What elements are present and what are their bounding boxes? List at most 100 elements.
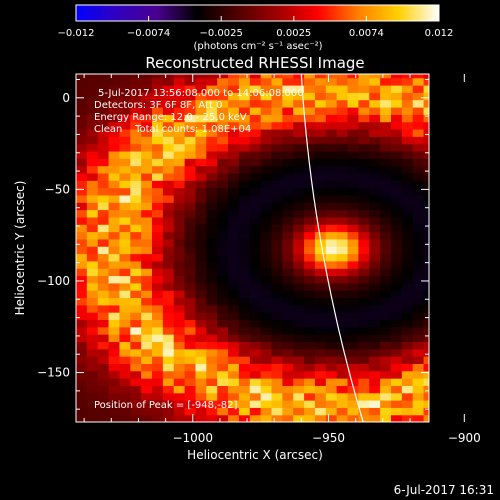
- heatmap-cell: [412, 74, 425, 79]
- heatmap-cell: [206, 114, 218, 123]
- heatmap-cell: [249, 319, 262, 328]
- heatmap-cell: [130, 158, 142, 167]
- heatmap-cell: [401, 158, 414, 167]
- heatmap-cell: [152, 253, 164, 262]
- heatmap-cell: [195, 348, 207, 357]
- heatmap-cell: [152, 268, 164, 277]
- heatmap-cell: [86, 268, 99, 277]
- heatmap-cell: [173, 392, 186, 401]
- heatmap-cell: [401, 150, 414, 159]
- heatmap-cell: [152, 385, 164, 394]
- heatmap-cell: [108, 246, 121, 255]
- heatmap-cell: [304, 319, 316, 328]
- heatmap-cell: [369, 326, 381, 335]
- heatmap-cell: [304, 363, 316, 372]
- heatmap-cell: [195, 378, 207, 386]
- heatmap-cell: [152, 356, 164, 364]
- heatmap-cell: [173, 128, 186, 137]
- heatmap-cell: [314, 312, 327, 321]
- heatmap-cell: [347, 158, 359, 167]
- heatmap-cell: [369, 84, 381, 93]
- heatmap-cell: [369, 128, 381, 137]
- heatmap-cell: [358, 136, 370, 145]
- heatmap-cell: [304, 114, 316, 123]
- heatmap-cell: [423, 121, 429, 130]
- heatmap-cell: [390, 74, 403, 79]
- heatmap-cell: [390, 202, 403, 211]
- heatmap-cell: [249, 165, 262, 174]
- heatmap-cell: [423, 136, 429, 145]
- heatmap-cell: [162, 150, 175, 159]
- heatmap-cell: [293, 275, 305, 284]
- heatmap-cell: [358, 99, 370, 108]
- heatmap-cell: [238, 341, 251, 350]
- heatmap-cell: [325, 194, 338, 203]
- heatmap-cell: [206, 334, 218, 343]
- heatmap-cell: [97, 187, 110, 196]
- heatmap-cell: [390, 209, 403, 218]
- heatmap-cell: [304, 385, 316, 394]
- heatmap-cell: [347, 114, 359, 123]
- heatmap-cell: [369, 165, 381, 174]
- heatmap-cell: [173, 114, 186, 123]
- heatmap-cell: [108, 407, 121, 416]
- heatmap-cell: [238, 92, 251, 101]
- heatmap-cell: [304, 238, 316, 247]
- heatmap-cell: [347, 92, 359, 101]
- heatmap-cell: [86, 400, 99, 408]
- heatmap-cell: [325, 341, 338, 350]
- heatmap-cell: [76, 209, 88, 218]
- heatmap-cell: [184, 260, 197, 269]
- heatmap-cell: [401, 326, 414, 335]
- heatmap-cell: [86, 392, 99, 401]
- heatmap-cell: [195, 312, 207, 321]
- heatmap-cell: [162, 260, 175, 269]
- heatmap-cell: [206, 297, 218, 306]
- heatmap-cell: [86, 253, 99, 262]
- heatmap-cell: [108, 238, 121, 247]
- heatmap-cell: [206, 180, 218, 189]
- heatmap-cell: [423, 370, 429, 379]
- heatmap-cell: [228, 92, 240, 101]
- heatmap-cell: [195, 231, 207, 240]
- heatmap-cell: [304, 106, 316, 115]
- heatmap-cell: [325, 165, 338, 174]
- heatmap-cell: [282, 136, 294, 145]
- heatmap-cell: [358, 74, 370, 79]
- heatmap-cell: [271, 187, 283, 196]
- heatmap-cell: [336, 326, 349, 335]
- heatmap-cell: [347, 260, 359, 269]
- heatmap-cell: [293, 253, 305, 262]
- heatmap-cell: [238, 348, 251, 357]
- heatmap-cell: [238, 282, 251, 291]
- heatmap-cell: [401, 312, 414, 321]
- heatmap-cell: [228, 172, 240, 181]
- heatmap-cell: [119, 334, 131, 343]
- heatmap-cell: [260, 363, 273, 372]
- heatmap-cell: [358, 165, 370, 174]
- heatmap-cell: [401, 400, 414, 408]
- heatmap-cell: [336, 187, 349, 196]
- heatmap-cell: [206, 187, 218, 196]
- heatmap-cell: [76, 202, 88, 211]
- heatmap-cell: [293, 414, 305, 422]
- heatmap-cell: [217, 187, 229, 196]
- heatmap-cell: [401, 407, 414, 416]
- heatmap-cell: [260, 312, 273, 321]
- heatmap-cell: [162, 378, 175, 386]
- heatmap-cell: [119, 253, 131, 262]
- heatmap-cell: [152, 297, 164, 306]
- heatmap-cell: [130, 385, 142, 394]
- heatmap-cell: [97, 121, 110, 130]
- heatmap-cell: [173, 224, 186, 233]
- heatmap-cell: [249, 180, 262, 189]
- heatmap-cell: [238, 392, 251, 401]
- heatmap-cell: [76, 143, 88, 152]
- heatmap-cell: [228, 84, 240, 93]
- heatmap-cell: [228, 150, 240, 159]
- heatmap-cell: [195, 194, 207, 203]
- heatmap-cell: [325, 202, 338, 211]
- heatmap-cell: [86, 312, 99, 321]
- heatmap-cell: [390, 158, 403, 167]
- heatmap-cell: [325, 290, 338, 299]
